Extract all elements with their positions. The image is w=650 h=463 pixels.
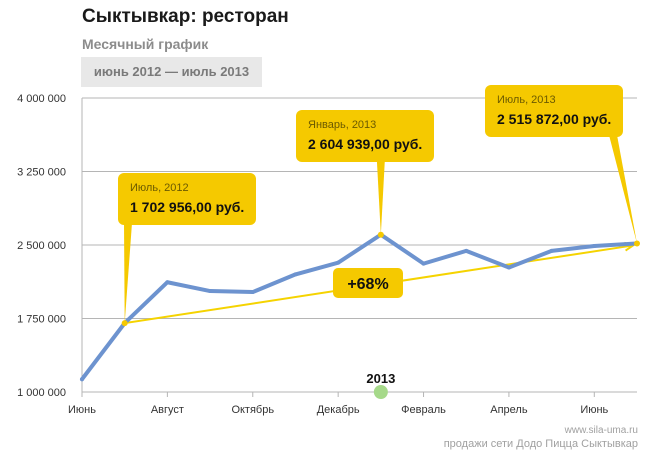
callout-pointer [376,160,385,235]
x-tick-label: Июнь [68,404,96,416]
year-marker-label: 2013 [366,371,395,386]
data-point [165,280,170,285]
data-point [80,377,84,382]
x-tick-label: Декабрь [317,404,360,416]
data-point [549,248,554,253]
data-point [464,248,469,253]
callout-anchor-dot [121,320,128,327]
y-tick-label: 1 000 000 [17,387,66,399]
y-tick-label: 4 000 000 [17,93,66,105]
period-badge: июнь 2012 — июль 2013 [81,57,262,87]
callout-value: 1 702 956,00 руб. [130,199,244,215]
callout-anchor-dot [377,231,384,238]
callout-value: 2 515 872,00 руб. [497,111,611,127]
x-tick-label: Август [151,404,184,416]
footer-site: www.sila-uma.ru [564,425,638,436]
x-tick-label: Апрель [490,404,528,416]
chart-title: Сыктывкар: ресторан [82,6,289,27]
x-tick-label: Февраль [401,404,446,416]
callout-month: Июль, 2012 [130,182,189,194]
year-marker-dot [373,385,388,399]
chart-subtitle: Месячный график [82,36,209,52]
x-tick-label: Октябрь [231,404,274,416]
y-tick-label: 2 500 000 [17,240,66,252]
data-point [208,289,213,294]
growth-badge [333,268,403,298]
callout-pointer [609,135,637,244]
callout-value: 2 604 939,00 руб. [308,136,422,152]
callout-month: Январь, 2013 [308,119,376,131]
series-line [80,232,639,382]
x-tick-label: Июнь [580,404,608,416]
callout-pointer [124,223,132,324]
data-point [592,243,597,248]
footer-caption: продажи сети Додо Пицца Сыктывкар [443,438,638,450]
callout-anchor-dot [634,240,640,247]
callout-month: Июль, 2013 [497,94,556,106]
callout-box [296,110,434,162]
data-point [250,290,255,295]
growth-label: +68% [347,276,388,293]
data-point [506,265,511,270]
callout-box [485,85,623,137]
data-point [336,260,341,265]
y-tick-label: 1 750 000 [17,314,66,326]
data-point [293,272,298,277]
y-tick-label: 3 250 000 [17,167,66,179]
callout-box [118,173,256,225]
data-point [421,261,426,266]
